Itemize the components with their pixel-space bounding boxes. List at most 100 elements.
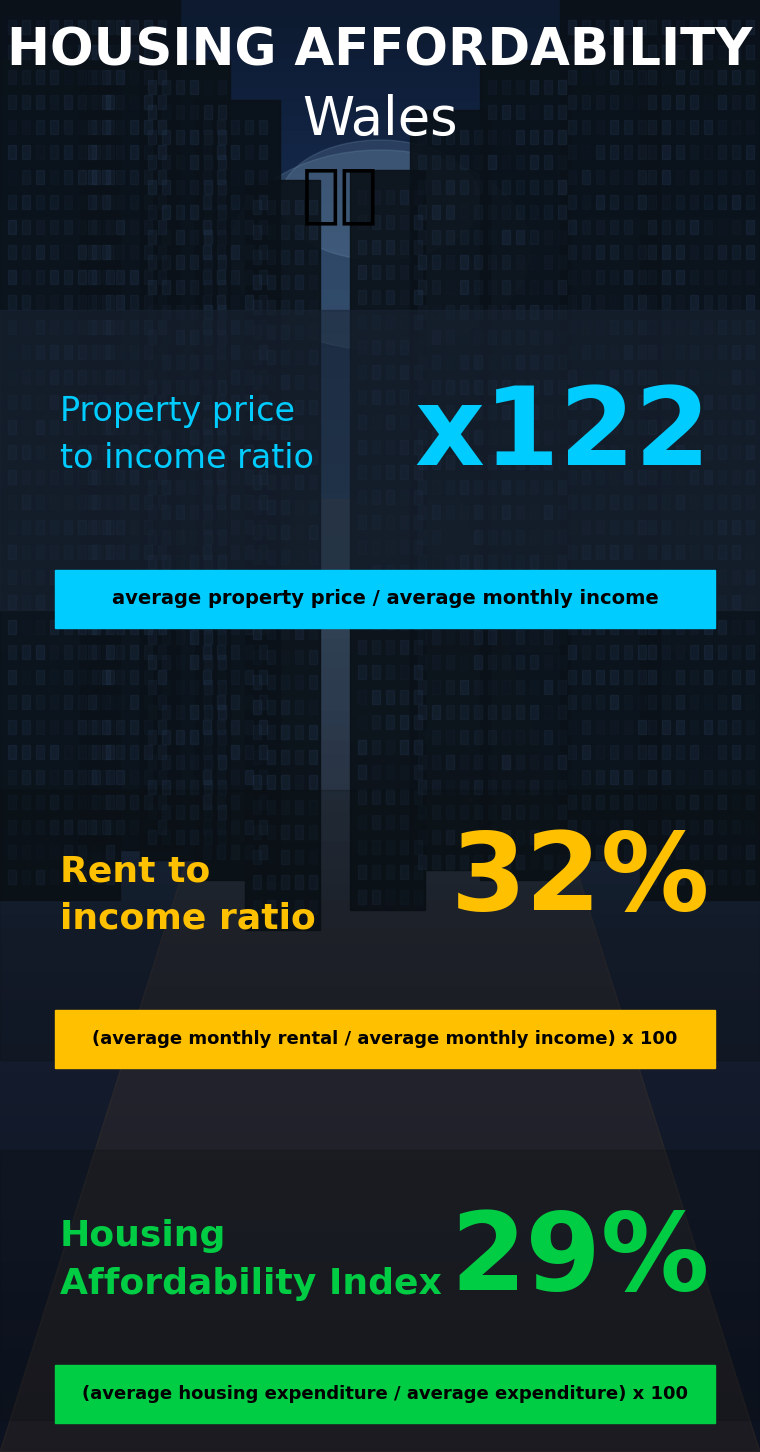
Bar <box>130 520 138 534</box>
Bar <box>22 495 30 510</box>
Bar <box>203 420 211 434</box>
Bar <box>0 334 760 348</box>
Bar <box>281 425 289 439</box>
Bar <box>22 745 30 759</box>
Bar <box>0 770 760 784</box>
Bar <box>718 245 726 258</box>
Bar <box>281 499 289 514</box>
Bar <box>64 444 72 459</box>
Bar <box>144 70 152 84</box>
Bar <box>648 645 656 659</box>
Bar <box>259 544 267 559</box>
Bar <box>259 770 267 784</box>
Bar <box>568 595 576 608</box>
Bar <box>676 520 684 534</box>
Bar <box>488 256 496 269</box>
Bar <box>259 745 267 759</box>
Bar <box>704 720 712 735</box>
Bar <box>676 395 684 409</box>
Bar <box>64 870 72 884</box>
Bar <box>568 796 576 809</box>
Bar <box>372 190 380 203</box>
Bar <box>190 530 198 544</box>
Bar <box>259 820 267 833</box>
Bar <box>746 820 754 833</box>
Bar <box>746 170 754 184</box>
Bar <box>414 590 422 604</box>
Bar <box>596 495 604 510</box>
Bar <box>446 630 454 645</box>
Bar <box>203 595 211 608</box>
Bar <box>372 540 380 555</box>
Bar <box>8 145 16 160</box>
Bar <box>474 155 482 168</box>
Bar <box>676 845 684 860</box>
Text: Rent to
income ratio: Rent to income ratio <box>60 854 315 935</box>
Text: Wales: Wales <box>302 94 458 147</box>
Bar <box>203 845 211 860</box>
Bar <box>718 121 726 134</box>
Bar <box>414 440 422 454</box>
Bar <box>148 755 156 770</box>
Bar <box>460 256 468 269</box>
Bar <box>418 755 426 770</box>
Bar <box>0 508 760 523</box>
Bar <box>418 730 426 743</box>
Bar <box>530 205 538 219</box>
Bar <box>704 346 712 359</box>
Bar <box>0 309 760 610</box>
Bar <box>0 799 760 813</box>
Bar <box>558 280 566 293</box>
Bar <box>162 80 170 94</box>
Bar <box>0 1307 760 1321</box>
Bar <box>190 131 198 144</box>
Bar <box>624 595 632 608</box>
Bar <box>88 720 96 735</box>
Bar <box>558 305 566 319</box>
Bar <box>8 845 16 860</box>
Bar <box>217 495 225 510</box>
Bar <box>358 465 366 479</box>
Bar <box>662 696 670 709</box>
Bar <box>414 290 422 303</box>
Bar <box>259 221 267 234</box>
Bar <box>88 520 96 534</box>
Bar <box>400 315 408 330</box>
Bar <box>309 900 317 913</box>
Bar <box>662 571 670 584</box>
Bar <box>610 94 618 109</box>
Bar <box>217 319 225 334</box>
Bar <box>116 370 124 383</box>
Bar <box>22 270 30 285</box>
Bar <box>231 720 239 735</box>
Bar <box>217 370 225 383</box>
Bar <box>162 755 170 770</box>
Bar <box>386 865 394 878</box>
Bar <box>162 180 170 195</box>
Bar <box>204 706 212 719</box>
Bar <box>158 796 166 809</box>
Bar <box>662 720 670 735</box>
Bar <box>676 495 684 510</box>
Bar <box>8 470 16 484</box>
Bar <box>204 105 212 119</box>
Bar <box>446 780 454 794</box>
Bar <box>400 714 408 729</box>
Bar <box>204 155 212 168</box>
Bar <box>78 620 86 635</box>
Bar <box>116 770 124 784</box>
Bar <box>414 565 422 579</box>
Bar <box>204 454 212 469</box>
Bar <box>88 444 96 459</box>
Bar <box>530 579 538 594</box>
Bar <box>516 131 524 144</box>
Bar <box>281 325 289 338</box>
Bar <box>0 1074 760 1089</box>
Bar <box>148 155 156 168</box>
Bar <box>460 855 468 868</box>
Bar <box>162 330 170 344</box>
Bar <box>474 530 482 544</box>
Bar <box>8 270 16 285</box>
Bar <box>648 770 656 784</box>
Bar <box>267 700 275 714</box>
